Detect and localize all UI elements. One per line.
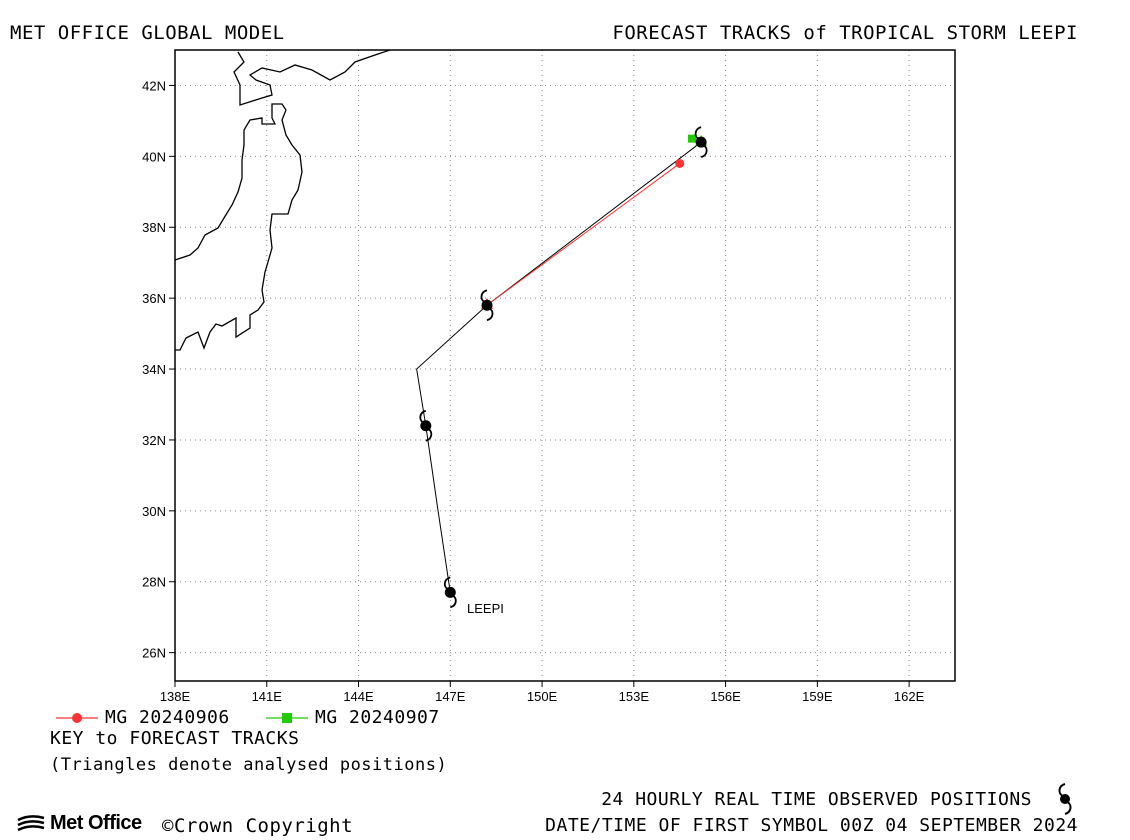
storm-symbol [443, 576, 457, 609]
storm-symbol-core [420, 420, 432, 432]
lon-tick-label: 138E [160, 689, 191, 704]
observed-positions-note: 24 HOURLY REAL TIME OBSERVED POSITIONS [601, 789, 1032, 810]
lat-tick-label: 30N [142, 504, 166, 519]
met-office-logo: Met Office [16, 812, 142, 835]
lon-tick-label: 144E [343, 689, 374, 704]
legend-item-mg-20240906: MG 20240906 [55, 707, 230, 728]
model-title: MET OFFICE GLOBAL MODEL [10, 22, 285, 44]
storm-symbol-core [695, 136, 707, 148]
observed-track-line [416, 141, 702, 593]
axis-labels: 138E 141E 144E 147E 150E 153E 156E 159E 162E 26N 2… [142, 78, 924, 704]
lon-tick-label: 147E [435, 689, 466, 704]
storm-symbol-core [481, 299, 493, 311]
storm-name-label: LEEPI [467, 601, 504, 616]
storm-symbol [419, 409, 433, 442]
lat-tick-label: 36N [142, 291, 166, 306]
legend-key-title: KEY to FORECAST TRACKS [50, 728, 300, 749]
chart-title: FORECAST TRACKS of TROPICAL STORM LEEPI [612, 22, 1078, 44]
storm-symbol [480, 289, 494, 322]
green-square-marker-icon [266, 712, 308, 723]
lon-tick-label: 141E [252, 689, 283, 704]
lon-tick-label: 156E [710, 689, 741, 704]
hokkaido-coast [233, 49, 391, 106]
forecast-point-circle [675, 158, 685, 168]
legend-label-mg-20240906: MG 20240906 [105, 707, 230, 728]
legend-key-note: (Triangles denote analysed positions) [50, 755, 448, 775]
lat-tick-label: 26N [142, 646, 166, 661]
copyright-text: ©Crown Copyright [162, 815, 354, 837]
storm-symbol [694, 126, 708, 159]
honshu-coast [174, 103, 303, 351]
forecast-track-line [486, 163, 681, 306]
grid-lines [174, 50, 955, 681]
lat-tick-label: 40N [142, 149, 166, 164]
red-circle-marker-icon [56, 712, 98, 723]
brand-name: Met Office [50, 812, 142, 834]
lat-tick-label: 42N [142, 78, 166, 93]
storm-tracks [416, 126, 708, 609]
legend-label-mg-20240907: MG 20240907 [315, 707, 440, 728]
first-symbol-datetime: DATE/TIME OF FIRST SYMBOL 00Z 04 SEPTEMB… [545, 815, 1078, 836]
lat-tick-label: 28N [142, 575, 166, 590]
tropical-storm-symbol-icon [1058, 783, 1072, 815]
lon-tick-label: 153E [619, 689, 650, 704]
lon-tick-label: 162E [894, 689, 925, 704]
lon-tick-label: 150E [527, 689, 558, 704]
met-office-swirl-icon [17, 814, 45, 831]
coastline-japan [174, 49, 391, 351]
legend-item-mg-20240907: MG 20240907 [265, 707, 440, 728]
lat-tick-label: 34N [142, 362, 166, 377]
lat-tick-label: 32N [142, 433, 166, 448]
storm-symbol-core [444, 586, 456, 598]
forecast-point-square [687, 134, 696, 143]
lon-tick-label: 159E [802, 689, 833, 704]
lat-tick-label: 38N [142, 220, 166, 235]
plot-frame [174, 49, 956, 682]
